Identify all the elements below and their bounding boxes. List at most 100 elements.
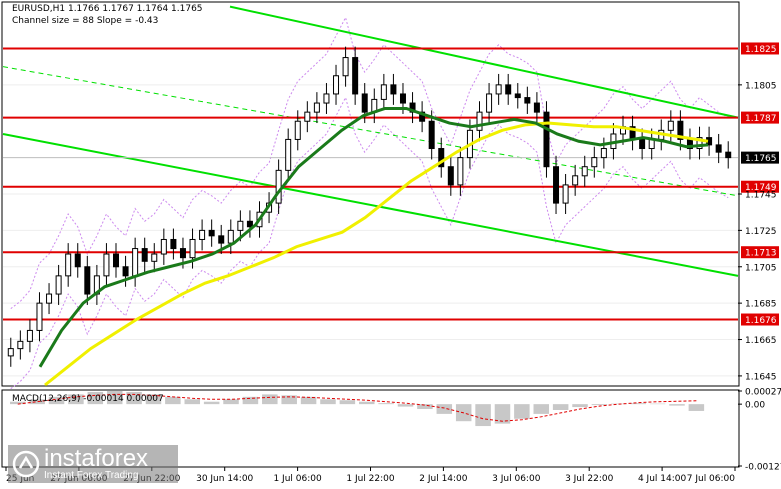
macd-bar-10 bbox=[203, 401, 220, 405]
candle-body-23 bbox=[227, 229, 234, 244]
macd-bar-15 bbox=[300, 396, 317, 405]
candle-body-32 bbox=[313, 102, 320, 113]
candle-body-29 bbox=[285, 138, 292, 171]
macd-bar-21 bbox=[417, 404, 433, 410]
candle-body-13 bbox=[132, 248, 139, 277]
candle-body-15 bbox=[151, 253, 158, 262]
candle-body-28 bbox=[275, 169, 282, 204]
price-tick-label-12: 1.1645 bbox=[745, 372, 777, 382]
macd-bar-0 bbox=[10, 401, 26, 405]
time-tick-label-6: 2 Jul 14:00 bbox=[419, 474, 468, 484]
candle-body-7 bbox=[74, 253, 81, 268]
macd-bar-8 bbox=[165, 396, 181, 405]
macd-bar-12 bbox=[242, 396, 259, 405]
watermark-slogan: Instant Forex Trading bbox=[44, 469, 139, 481]
current-price-tag bbox=[741, 151, 779, 164]
candle-body-57 bbox=[553, 166, 560, 204]
candle-body-47 bbox=[457, 157, 464, 186]
candle-body-53 bbox=[514, 93, 521, 99]
channel-line-2 bbox=[2, 66, 739, 197]
candle-body-25 bbox=[246, 220, 253, 228]
price-tick-label-6: 1.1725 bbox=[745, 227, 777, 237]
candle-body-20 bbox=[199, 229, 206, 240]
time-tick-label-9: 4 Jul 14:00 bbox=[638, 474, 687, 484]
candle-body-46 bbox=[447, 166, 454, 186]
candle-body-40 bbox=[390, 84, 397, 95]
candle-body-10 bbox=[103, 253, 110, 277]
candle-body-52 bbox=[505, 84, 512, 95]
price-axis: 1.1825 1.1787 1.1749 1.1713 1.1676 1.1765 1.18… bbox=[738, 42, 779, 382]
candle-body-14 bbox=[141, 248, 148, 262]
candle-body-49 bbox=[476, 111, 483, 131]
macd-bar-18 bbox=[359, 401, 375, 405]
time-tick-label-8: 3 Jul 22:00 bbox=[565, 474, 614, 484]
candle-body-33 bbox=[323, 93, 330, 104]
candle-body-72 bbox=[696, 137, 703, 150]
instaforex-watermark: instaforex Instant Forex Trading bbox=[8, 445, 178, 483]
macd-bar-27 bbox=[533, 404, 550, 414]
candle-body-50 bbox=[486, 93, 493, 113]
candle-body-58 bbox=[562, 184, 569, 204]
level-label-4: 1.1676 bbox=[745, 316, 777, 326]
candle-body-66 bbox=[639, 138, 646, 150]
candle-body-16 bbox=[160, 238, 167, 255]
channel-line-0 bbox=[229, 5, 739, 119]
bollinger-bands bbox=[10, 16, 729, 390]
bollinger-lower bbox=[10, 96, 729, 390]
macd-label: MACD(12,26,9) -0.00014 0.00007 bbox=[12, 394, 164, 404]
candle-body-56 bbox=[543, 111, 550, 168]
candle-body-36 bbox=[352, 57, 359, 95]
moving-averages bbox=[38, 107, 709, 387]
level-tag-0 bbox=[741, 42, 779, 55]
candle-body-59 bbox=[572, 175, 579, 186]
macd-bar-24 bbox=[475, 404, 491, 427]
candle-body-30 bbox=[294, 120, 301, 140]
candle-body-54 bbox=[524, 97, 531, 104]
price-tick-label-8: 1.1705 bbox=[745, 263, 777, 273]
time-tick-label-5: 1 Jul 22:00 bbox=[346, 474, 395, 484]
macd-bar-29 bbox=[572, 404, 588, 408]
moving-average-slow bbox=[44, 121, 709, 387]
moving-average-fast bbox=[38, 107, 709, 368]
macd-indicator: 0.00027 0.00 -0.00127 bbox=[10, 388, 781, 473]
level-tag-3 bbox=[741, 246, 779, 259]
watermark-brand: instaforex bbox=[44, 444, 149, 472]
candle-body-74 bbox=[715, 144, 722, 153]
candle-body-21 bbox=[208, 229, 215, 237]
macd-tick-label-2: -0.00127 bbox=[745, 463, 781, 473]
candle-body-69 bbox=[667, 120, 674, 131]
candle-body-44 bbox=[428, 120, 435, 150]
candle-body-0 bbox=[7, 348, 14, 357]
candle-body-18 bbox=[179, 248, 186, 259]
time-tick-label-3: 30 Jun 14:00 bbox=[196, 474, 253, 484]
candle-body-6 bbox=[65, 253, 72, 277]
candle-body-2 bbox=[26, 329, 33, 342]
level-label-2: 1.1749 bbox=[745, 183, 777, 193]
level-tag-4 bbox=[741, 313, 779, 326]
macd-signal-line bbox=[17, 393, 697, 422]
price-tick-label-9: 1.1685 bbox=[745, 300, 777, 310]
macd-bar-17 bbox=[339, 400, 356, 405]
price-tick-label-1: 1.1805 bbox=[745, 81, 777, 91]
candle-body-11 bbox=[113, 253, 120, 268]
macd-bar-30 bbox=[591, 404, 608, 406]
candle-body-45 bbox=[438, 148, 445, 168]
candle-body-35 bbox=[342, 57, 349, 77]
candle-body-4 bbox=[46, 293, 53, 304]
candle-body-3 bbox=[36, 302, 43, 331]
candle-body-12 bbox=[122, 266, 129, 277]
symbol-info: EURUSD,H1 1.1766 1.1767 1.1764 1.1765 bbox=[12, 4, 203, 14]
macd-bar-35 bbox=[688, 404, 705, 411]
price-tick-label-5: 1.1745 bbox=[745, 191, 777, 201]
macd-bar-7 bbox=[145, 394, 162, 405]
candle-body-75 bbox=[725, 151, 732, 159]
candle-body-55 bbox=[533, 102, 540, 113]
macd-bar-11 bbox=[223, 399, 239, 405]
instaforex-logo-icon bbox=[12, 450, 40, 478]
candle-body-5 bbox=[55, 275, 62, 295]
support-resistance-levels bbox=[3, 47, 738, 321]
candle-body-1 bbox=[17, 340, 24, 350]
candle-body-31 bbox=[304, 111, 311, 122]
candle-body-8 bbox=[84, 266, 91, 295]
macd-bar-20 bbox=[397, 404, 414, 407]
